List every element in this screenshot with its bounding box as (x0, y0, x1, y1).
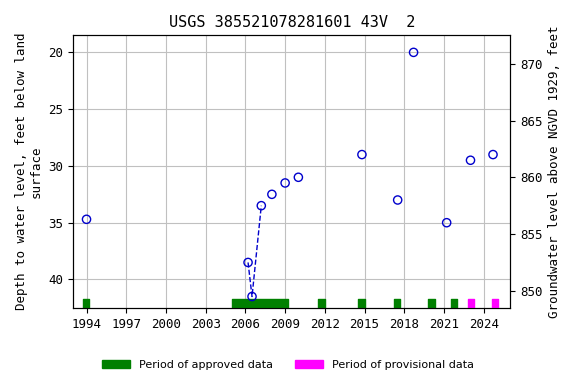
Point (257, 203, 266, 209)
Point (442, 220, 451, 226)
Point (248, 293, 257, 300)
Point (294, 174, 303, 180)
Y-axis label: Depth to water level, feet below land
surface: Depth to water level, feet below land su… (15, 33, 43, 310)
Point (466, 157, 475, 163)
Title: USGS 385521078281601 43V  2: USGS 385521078281601 43V 2 (169, 15, 415, 30)
Point (409, 49, 418, 55)
Legend: Period of approved data, Period of provisional data: Period of approved data, Period of provi… (98, 356, 478, 375)
Point (82, 216, 91, 222)
Point (393, 197, 402, 203)
Point (244, 259, 253, 265)
Point (281, 180, 290, 186)
Point (267, 191, 276, 197)
Point (488, 152, 498, 158)
Y-axis label: Groundwater level above NGVD 1929, feet: Groundwater level above NGVD 1929, feet (548, 25, 561, 318)
Point (357, 152, 366, 158)
